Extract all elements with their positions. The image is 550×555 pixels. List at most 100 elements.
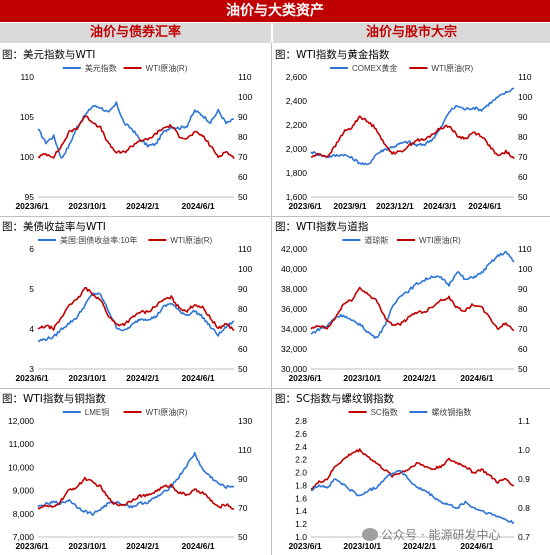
y-left-tick-label: 1.6 <box>295 493 307 503</box>
chart-panel-yield-wti: 图：美债收益率与WTI 美国:国债收益率:10年 WTI原油(R) 3 4 5 6 50 60… <box>0 219 270 387</box>
series-line-2 <box>310 469 515 524</box>
y-right-tick-label: 90 <box>518 112 528 122</box>
y-right-tick-label: 100 <box>518 264 532 274</box>
y-left-tick-label: 32,000 <box>281 344 307 354</box>
y-right-tick-label: 80 <box>238 304 248 314</box>
watermark-text: 公众号 · 能源研发中心 <box>381 528 501 542</box>
y-left-tick-label: 30,000 <box>281 364 307 374</box>
y-right-tick-label: 0.9 <box>518 474 530 484</box>
chart-title: 图：美元指数与WTI <box>2 49 96 61</box>
chart-wti-dow: 道琼斯 WTI原油(R) 30,000 32,000 34,000 36,000 38,00… <box>281 235 532 383</box>
chart-title: 图：SC指数与螺纹钢指数 <box>275 393 394 405</box>
y-left-tick-label: 3 <box>29 364 34 374</box>
y-left-tick-label: 42,000 <box>281 244 307 254</box>
chart-usd-wti: 美元指数 WTI原油(R) 95 100 105 110 50 60 70 80 90 100 110 2… <box>15 63 252 211</box>
series-line-1 <box>37 292 235 342</box>
y-left-tick-label: 5 <box>29 284 34 294</box>
page-title: 油价与大类资产 <box>0 0 550 22</box>
x-tick-label: 2023/10/1 <box>68 541 106 551</box>
y-right-tick-label: 90 <box>518 284 528 294</box>
y-right-tick-label: 100 <box>238 92 252 102</box>
x-tick-label: 2023/10/1 <box>343 373 381 383</box>
y-left-tick-label: 2.8 <box>295 416 307 426</box>
chart-legend: 美国:国债收益率:10年 WTI原油(R) <box>38 235 213 245</box>
y-left-tick-label: 2.2 <box>295 455 307 465</box>
legend-label: WTI原油(R) <box>170 235 212 245</box>
y-left-tick-label: 1,600 <box>286 192 308 202</box>
legend-label: COMEX黄金 <box>352 63 397 73</box>
row-divider-1 <box>0 216 550 217</box>
y-left-tick-label: 10,000 <box>8 462 34 472</box>
legend-label: WTI原油(R) <box>431 63 473 73</box>
y-left-tick-label: 2,200 <box>286 120 308 130</box>
chart-wti-copper: LME铜 WTI原油(R) 7,000 8,000 9,000 10,000 11,000 1… <box>8 407 252 551</box>
chart-title: 图：WTI指数与黄金指数 <box>275 49 390 61</box>
y-left-tick-label: 38,000 <box>281 284 307 294</box>
x-tick-label: 2023/9/1 <box>333 201 366 211</box>
chart-panel-wti-gold: 图：WTI指数与黄金指数 COMEX黄金 WTI原油(R) 1,600 1,800 2,… <box>273 47 550 215</box>
y-right-tick-label: 90 <box>238 284 248 294</box>
x-tick-label: 2024/6/1 <box>460 373 493 383</box>
y-left-tick-label: 1.0 <box>295 532 307 542</box>
series-line-1 <box>310 250 515 339</box>
y-right-tick-label: 50 <box>238 364 248 374</box>
x-tick-label: 2023/6/1 <box>288 541 321 551</box>
x-tick-label: 2023/12/1 <box>376 201 414 211</box>
y-right-tick-label: 70 <box>238 324 248 334</box>
legend-label: 螺纹钢指数 <box>431 407 471 417</box>
y-right-tick-label: 70 <box>238 152 248 162</box>
chart-panel-wti-copper: 图：WTI指数与铜指数 LME铜 WTI原油(R) 7,000 8,000 9,000 1… <box>0 391 270 555</box>
chart-title: 图：WTI指数与道指 <box>275 221 369 233</box>
chart-legend: 美元指数 WTI原油(R) <box>62 63 188 73</box>
y-right-tick-label: 100 <box>238 264 252 274</box>
section-header-left: 油价与债券汇率 <box>0 23 271 43</box>
legend-label: 美国:国债收益率:10年 <box>60 235 137 245</box>
x-tick-label: 2023/6/1 <box>288 201 321 211</box>
y-left-tick-label: 4 <box>29 324 34 334</box>
y-left-tick-label: 95 <box>25 192 35 202</box>
chart-panel-wti-dow: 图：WTI指数与道指 道琼斯 WTI原油(R) 30,000 32,000 34,000… <box>273 219 550 387</box>
series-line-1 <box>310 448 515 490</box>
y-right-tick-label: 60 <box>238 344 248 354</box>
x-tick-label: 2024/2/1 <box>126 373 159 383</box>
chart-legend: SC指数 螺纹钢指数 <box>348 407 471 417</box>
x-tick-label: 2024/6/1 <box>181 373 214 383</box>
y-right-tick-label: 70 <box>518 152 528 162</box>
chart-yield-wti: 美国:国债收益率:10年 WTI原油(R) 3 4 5 6 50 60 70 80 90 100 110… <box>15 235 252 383</box>
x-tick-label: 2024/2/1 <box>403 541 436 551</box>
chart-wti-gold: COMEX黄金 WTI原油(R) 1,600 1,800 2,000 2,200 2,400… <box>286 63 533 211</box>
x-tick-label: 2024/6/1 <box>181 541 214 551</box>
x-tick-label: 2024/2/1 <box>126 541 159 551</box>
series-line-1 <box>310 87 515 166</box>
x-tick-label: 2024/3/1 <box>423 201 456 211</box>
x-tick-label: 2024/6/1 <box>468 201 501 211</box>
y-right-tick-label: 80 <box>238 132 248 142</box>
y-right-tick-label: 70 <box>238 503 248 513</box>
y-left-tick-label: 40,000 <box>281 264 307 274</box>
y-right-tick-label: 1.0 <box>518 445 530 455</box>
x-tick-label: 2023/6/1 <box>15 201 48 211</box>
y-left-tick-label: 36,000 <box>281 304 307 314</box>
y-right-tick-label: 50 <box>518 192 528 202</box>
column-divider <box>271 43 272 555</box>
chart-title: 图：美债收益率与WTI <box>2 221 106 233</box>
chart-legend: 道琼斯 WTI原油(R) <box>342 235 461 245</box>
chart-title: 图：WTI指数与铜指数 <box>2 393 106 405</box>
y-right-tick-label: 80 <box>518 132 528 142</box>
y-left-tick-label: 6 <box>29 244 34 254</box>
y-right-tick-label: 110 <box>238 244 252 254</box>
x-tick-label: 2023/10/1 <box>68 201 106 211</box>
series-line-1 <box>37 451 235 516</box>
y-left-tick-label: 34,000 <box>281 324 307 334</box>
y-left-tick-label: 105 <box>20 112 34 122</box>
series-line-2 <box>37 476 235 510</box>
x-tick-label: 2024/6/1 <box>181 201 214 211</box>
legend-label: WTI原油(R) <box>419 235 461 245</box>
y-left-tick-label: 2,000 <box>286 144 308 154</box>
section-header-right: 油价与股市大宗 <box>273 23 550 43</box>
y-right-tick-label: 110 <box>238 72 252 82</box>
x-tick-label: 2023/6/1 <box>15 541 48 551</box>
legend-label: 美元指数 <box>85 63 117 73</box>
y-left-tick-label: 12,000 <box>8 416 34 426</box>
legend-label: 道琼斯 <box>364 235 388 245</box>
